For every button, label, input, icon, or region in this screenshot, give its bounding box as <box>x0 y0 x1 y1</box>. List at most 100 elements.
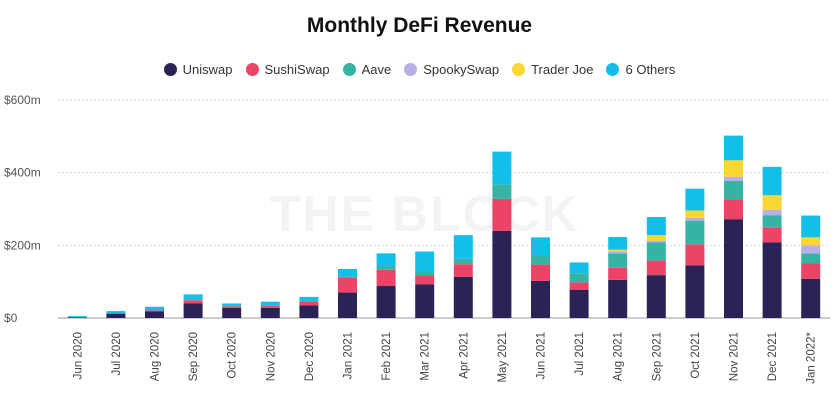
bar-segment <box>762 227 782 243</box>
bar-segment <box>222 303 242 306</box>
legend-item-aave[interactable]: Aave <box>342 62 391 77</box>
legend-label-6-others: 6 Others <box>625 62 676 77</box>
bar-segment <box>608 249 628 252</box>
bar-segment <box>685 220 705 245</box>
bar-segment <box>183 303 203 318</box>
bar-segment <box>338 278 357 293</box>
x-tick-label: Oct 2020 <box>227 332 239 379</box>
bar-segment <box>608 267 628 280</box>
legend-label-spookyswap: SpookySwap <box>423 62 500 77</box>
bar-segment <box>762 242 782 318</box>
x-tick-label: May 2021 <box>497 332 509 383</box>
legend-swatch-sushiswap <box>245 63 259 76</box>
bar-segment <box>608 253 628 268</box>
x-tick-label: Mar 2021 <box>420 332 432 381</box>
x-tick-label: Nov 2021 <box>729 332 741 381</box>
legend-swatch-aave <box>342 63 356 76</box>
bar-segment <box>145 311 164 318</box>
bar-segment <box>646 235 666 241</box>
legend-item-sushiswap[interactable]: SushiSwap <box>245 62 330 77</box>
bar-segment <box>531 280 550 318</box>
bar-segment <box>801 278 821 318</box>
x-tick-label: Oct 2021 <box>690 332 702 379</box>
bar-segment <box>608 236 628 250</box>
bar-segment <box>260 306 280 308</box>
x-tick-label: Aug 2021 <box>613 332 625 381</box>
bar-segment <box>415 251 435 272</box>
chart-title: Monthly DeFi Revenue <box>306 14 533 37</box>
bar-segment <box>145 310 164 312</box>
bar-segment <box>67 317 87 318</box>
bar-segment <box>338 292 357 318</box>
bar-segment <box>299 301 319 306</box>
bar-segment <box>801 253 821 264</box>
bar-segment <box>685 244 705 266</box>
legend-item-6-others[interactable]: 6 Others <box>606 62 675 77</box>
x-tick-label: Jun 2021 <box>536 332 548 379</box>
bar-segment <box>299 300 319 302</box>
x-tick-label: Nov 2020 <box>265 332 277 381</box>
bar-segment <box>222 307 242 318</box>
bar-segment <box>338 268 357 277</box>
bar-segment <box>801 215 821 238</box>
bar-segment <box>646 240 666 243</box>
bar-segment <box>183 294 203 300</box>
bar-segment <box>492 151 512 185</box>
legend-item-uniswap[interactable]: Uniswap <box>163 62 233 77</box>
bar-segment <box>762 209 782 216</box>
y-tick-label: $600m <box>4 93 41 107</box>
legend-swatch-uniswap <box>163 63 177 76</box>
bar-segment <box>415 271 435 276</box>
bar-segment <box>222 306 242 308</box>
bar-segment <box>145 306 164 311</box>
y-tick-label: $200m <box>4 238 41 252</box>
x-tick-label: Aug 2020 <box>150 332 162 381</box>
legend-item-trader-joe[interactable]: Trader Joe <box>512 62 593 77</box>
bar-segment <box>299 305 319 318</box>
bar-segment <box>608 251 628 254</box>
bar-segment <box>260 307 280 318</box>
watermark: THE BLOCK <box>270 186 580 242</box>
bar-segment <box>222 305 242 307</box>
bar-segment <box>569 262 589 274</box>
bar-segment <box>260 301 280 306</box>
bar-segment <box>724 135 743 161</box>
bar-segment <box>569 282 589 290</box>
bar-segment <box>801 263 821 279</box>
bar-segment <box>762 195 782 210</box>
x-tick-label: Sep 2020 <box>188 332 200 381</box>
bar-segment <box>724 160 743 177</box>
bar-segment <box>569 273 589 283</box>
bar-segment <box>801 245 821 254</box>
x-tick-label: Jul 2020 <box>111 332 123 375</box>
bar-segment <box>724 181 743 200</box>
legend: Uniswap SushiSwap Aave SpookySwap Trader… <box>0 62 839 77</box>
bar-segment <box>492 230 512 318</box>
bar-segment <box>376 286 396 318</box>
bar-segment <box>762 166 782 196</box>
bar-segment <box>531 237 550 256</box>
bar-segment <box>646 275 666 318</box>
bar-segment <box>453 276 473 318</box>
x-tick-label: Jan 2022* <box>806 331 818 383</box>
bar-segment <box>453 258 473 265</box>
bar-segment <box>685 265 705 318</box>
bar-segment <box>415 284 435 318</box>
bar-segment <box>724 176 743 182</box>
bar-segment <box>646 242 666 261</box>
bar-segment <box>685 210 705 218</box>
bar-segment <box>376 269 396 287</box>
bar-segment <box>183 300 203 304</box>
bar-segment <box>724 219 743 318</box>
legend-item-spookyswap[interactable]: SpookySwap <box>404 62 499 77</box>
bar-segment <box>492 198 512 231</box>
legend-swatch-6-others <box>606 63 620 76</box>
x-tick-label: Apr 2021 <box>458 332 470 379</box>
x-tick-label: Dec 2021 <box>767 332 779 381</box>
x-tick-label: Dec 2020 <box>304 332 316 381</box>
bar-segment <box>183 299 203 301</box>
bar-segment <box>260 305 280 307</box>
bar-segment <box>724 199 743 220</box>
legend-label-trader-joe: Trader Joe <box>531 62 594 77</box>
bar-segment <box>338 276 357 279</box>
